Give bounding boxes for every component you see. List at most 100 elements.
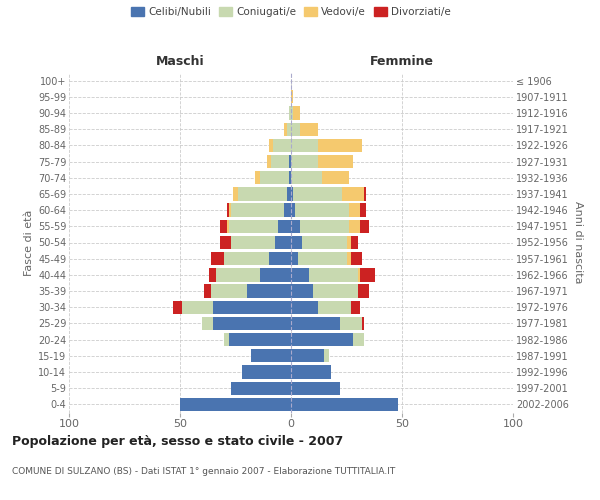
Bar — [293, 106, 300, 120]
Bar — [351, 300, 360, 314]
Text: COMUNE DI SULZANO (BS) - Dati ISTAT 1° gennaio 2007 - Elaborazione TUTTITALIA.IT: COMUNE DI SULZANO (BS) - Dati ISTAT 1° g… — [12, 468, 395, 476]
Bar — [351, 252, 362, 266]
Bar — [291, 268, 309, 281]
Bar — [289, 155, 291, 168]
Bar — [251, 349, 291, 362]
Bar — [364, 188, 367, 200]
Bar — [291, 204, 295, 217]
Bar — [211, 284, 247, 298]
Bar — [214, 300, 291, 314]
Bar — [291, 236, 302, 249]
Text: Maschi: Maschi — [155, 54, 205, 68]
Bar — [298, 252, 347, 266]
Bar — [231, 382, 291, 395]
Bar — [291, 398, 398, 411]
Bar — [224, 333, 229, 346]
Bar — [349, 204, 360, 217]
Bar — [291, 138, 317, 152]
Bar — [231, 236, 275, 249]
Bar — [231, 204, 284, 217]
Bar — [358, 284, 369, 298]
Bar — [360, 220, 368, 233]
Bar — [291, 122, 300, 136]
Bar — [325, 349, 329, 362]
Bar — [358, 268, 360, 281]
Bar — [353, 333, 364, 346]
Bar — [224, 252, 269, 266]
Bar — [289, 171, 291, 184]
Bar — [360, 268, 376, 281]
Bar — [211, 252, 224, 266]
Y-axis label: Anni di nascita: Anni di nascita — [572, 201, 583, 283]
Bar — [229, 220, 278, 233]
Bar — [284, 204, 291, 217]
Bar — [291, 90, 293, 104]
Bar — [275, 236, 291, 249]
Bar — [273, 138, 291, 152]
Bar — [173, 300, 182, 314]
Bar — [260, 171, 289, 184]
Bar — [215, 268, 260, 281]
Bar — [291, 300, 317, 314]
Bar — [317, 300, 351, 314]
Bar — [300, 220, 349, 233]
Text: Popolazione per età, sesso e stato civile - 2007: Popolazione per età, sesso e stato civil… — [12, 435, 343, 448]
Bar — [233, 188, 238, 200]
Bar — [266, 155, 271, 168]
Bar — [247, 284, 291, 298]
Bar — [220, 220, 227, 233]
Bar — [220, 236, 231, 249]
Bar — [317, 155, 353, 168]
Bar — [289, 106, 291, 120]
Bar — [291, 333, 353, 346]
Bar — [209, 268, 215, 281]
Bar — [302, 236, 347, 249]
Legend: Celibi/Nubili, Coniugati/e, Vedovi/e, Divorziati/e: Celibi/Nubili, Coniugati/e, Vedovi/e, Di… — [127, 3, 455, 22]
Bar — [205, 284, 211, 298]
Bar — [269, 138, 273, 152]
Bar — [227, 220, 229, 233]
Bar — [269, 252, 291, 266]
Bar — [287, 188, 291, 200]
Text: Femmine: Femmine — [370, 54, 434, 68]
Bar — [182, 300, 214, 314]
Bar — [271, 155, 289, 168]
Bar — [202, 317, 214, 330]
Bar — [291, 188, 293, 200]
Bar — [362, 317, 364, 330]
Bar — [293, 188, 342, 200]
Bar — [291, 106, 293, 120]
Bar — [229, 204, 231, 217]
Bar — [291, 382, 340, 395]
Bar — [229, 333, 291, 346]
Bar — [295, 204, 349, 217]
Bar — [360, 204, 367, 217]
Bar — [291, 171, 322, 184]
Bar — [291, 349, 325, 362]
Bar — [351, 236, 358, 249]
Bar — [347, 236, 351, 249]
Bar — [300, 122, 317, 136]
Bar — [349, 220, 360, 233]
Bar — [180, 398, 291, 411]
Bar — [291, 155, 317, 168]
Bar — [242, 366, 291, 378]
Bar — [278, 220, 291, 233]
Y-axis label: Fasce di età: Fasce di età — [23, 210, 34, 276]
Bar — [342, 188, 364, 200]
Bar — [291, 220, 300, 233]
Bar — [260, 268, 291, 281]
Bar — [309, 268, 358, 281]
Bar — [291, 366, 331, 378]
Bar — [317, 138, 362, 152]
Bar — [313, 284, 358, 298]
Bar — [291, 284, 313, 298]
Bar — [284, 122, 287, 136]
Bar — [291, 317, 340, 330]
Bar — [256, 171, 260, 184]
Bar — [322, 171, 349, 184]
Bar — [347, 252, 351, 266]
Bar — [214, 317, 291, 330]
Bar — [291, 252, 298, 266]
Bar — [287, 122, 291, 136]
